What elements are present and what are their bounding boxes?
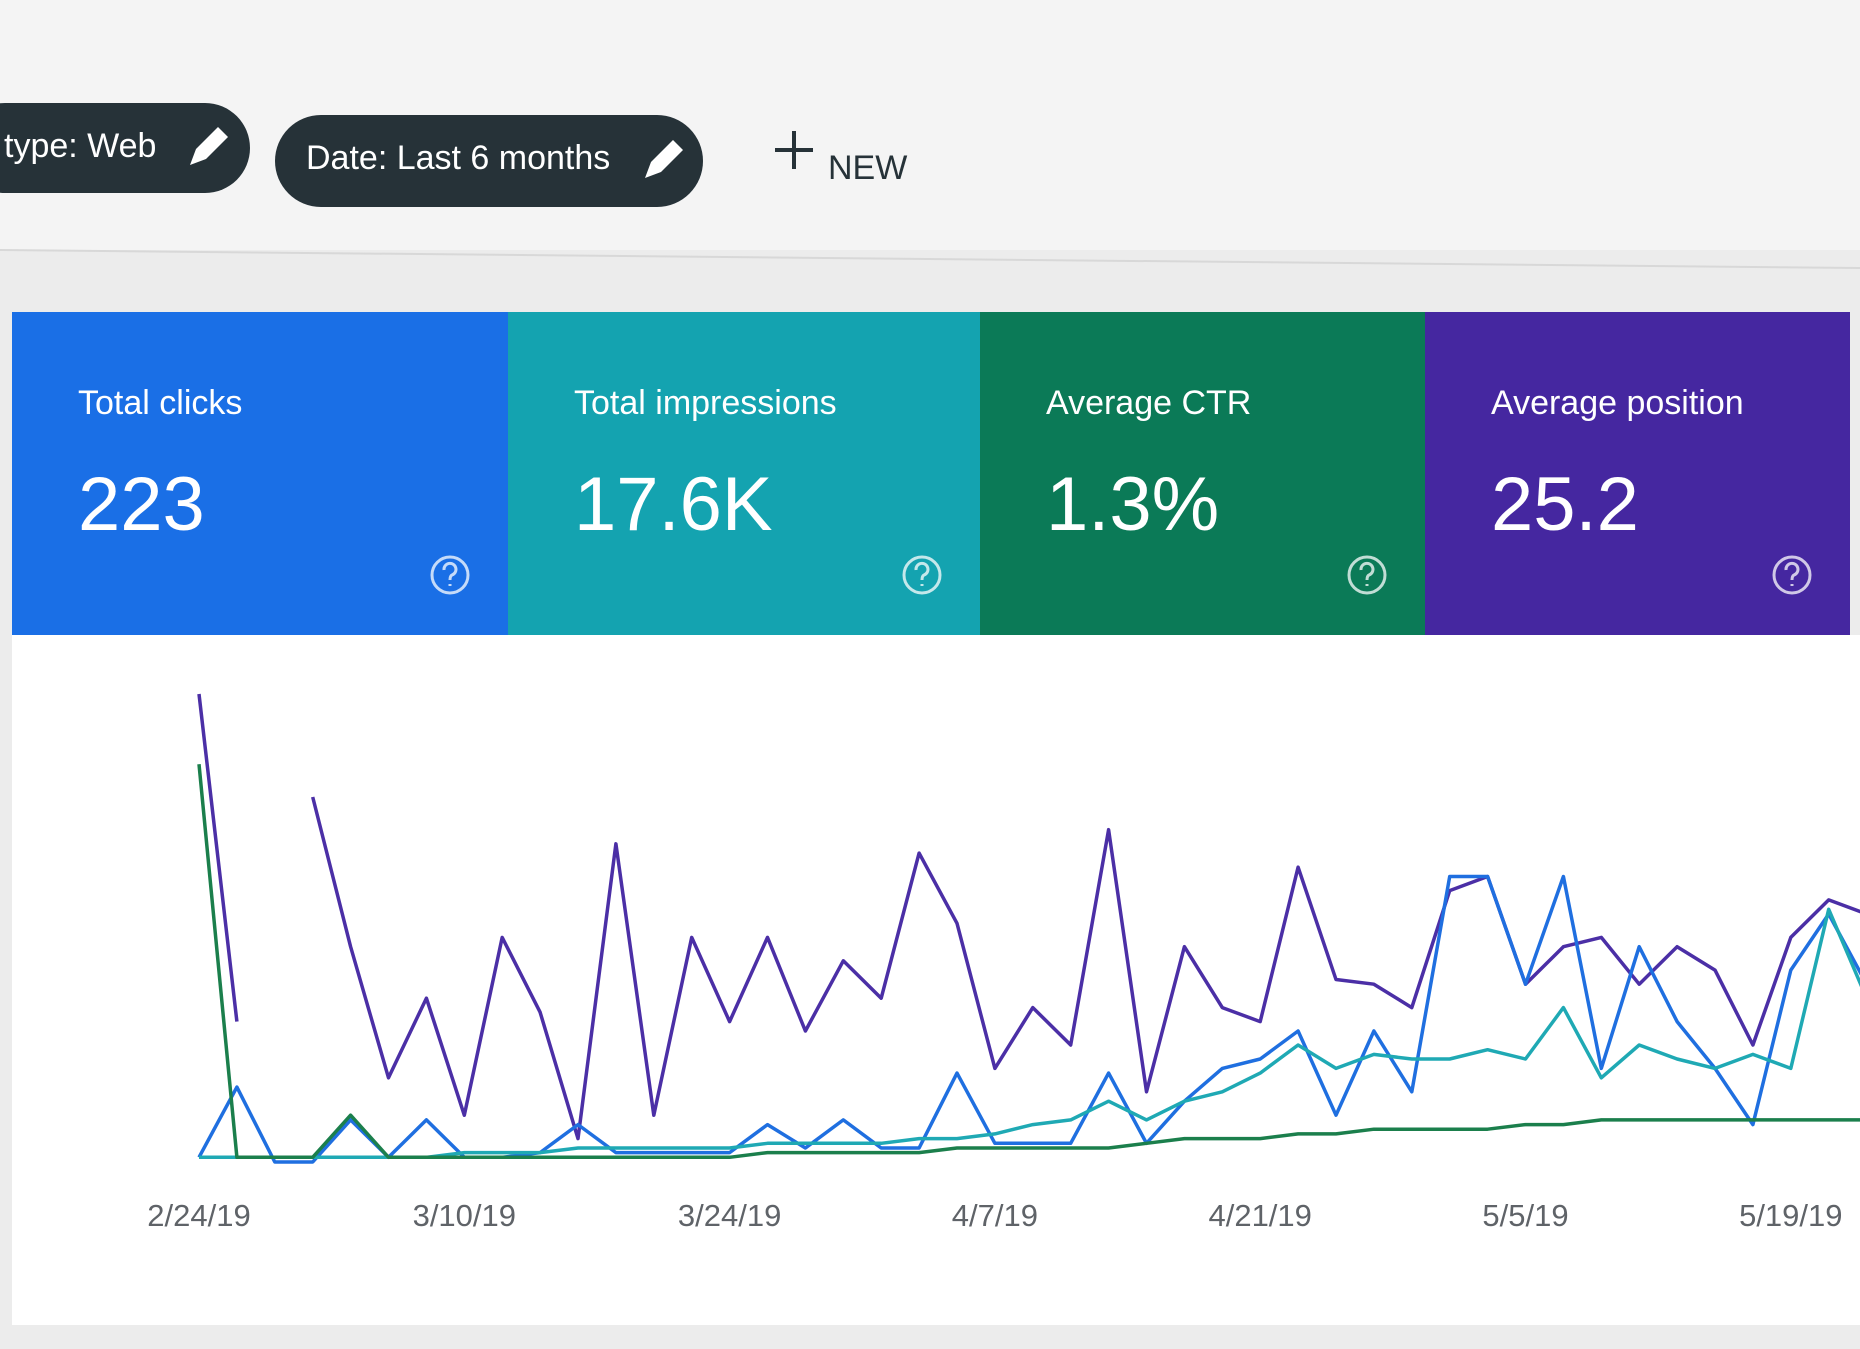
new-filter-button[interactable]: NEW — [775, 131, 907, 187]
metric-card[interactable]: Total impressions 17.6K — [508, 312, 980, 635]
x-tick-label: 3/10/19 — [413, 1198, 516, 1233]
chart-panel — [12, 635, 1860, 1325]
filter-chip[interactable]: Date: Last 6 months — [275, 115, 703, 207]
chart: 2/24/19 3/10/19 3/24/19 4/7/19 4/21/19 5/5/19… — [147, 693, 1860, 1233]
filter-chip[interactable]: type: Web — [0, 103, 250, 193]
x-tick-label: 4/21/19 — [1208, 1198, 1311, 1233]
chip-bg — [0, 103, 250, 193]
metric-label: Average CTR — [1046, 384, 1251, 422]
help-icon[interactable] — [1772, 555, 1812, 595]
help-icon[interactable] — [1347, 555, 1387, 595]
help-icon[interactable] — [902, 555, 942, 595]
series-line — [197, 764, 1860, 1160]
new-label: NEW — [828, 149, 907, 187]
x-tick-label: 5/19/19 — [1739, 1198, 1842, 1233]
metric-value: 17.6K — [574, 462, 773, 547]
x-tick-label: 5/5/19 — [1482, 1198, 1568, 1233]
metric-value: 223 — [78, 462, 205, 547]
series-line — [199, 907, 1860, 1160]
series-line — [197, 693, 1860, 1141]
card-bg — [508, 312, 980, 635]
x-tick-label: 4/7/19 — [952, 1198, 1038, 1233]
metric-value: 1.3% — [1046, 462, 1219, 547]
x-tick-label: 3/24/19 — [678, 1198, 781, 1233]
toolbar — [0, 0, 1860, 250]
metric-value: 25.2 — [1491, 462, 1639, 547]
plus-icon — [775, 131, 813, 169]
card-bg — [1425, 312, 1850, 635]
help-glyph — [914, 561, 930, 586]
edit-icon — [645, 140, 683, 178]
help-glyph — [442, 561, 458, 586]
divider — [0, 249, 1860, 269]
x-tick-label: 2/24/19 — [147, 1198, 250, 1233]
metric-card[interactable]: Average CTR 1.3% — [980, 312, 1425, 635]
card-bg — [12, 312, 508, 635]
metric-label: Total clicks — [78, 384, 242, 422]
metric-cards: Total clicks 223 Total impressions 17.6K Ave… — [12, 312, 1850, 635]
metric-label: Total impressions — [574, 384, 837, 422]
help-icon[interactable] — [430, 555, 470, 595]
help-glyph — [1359, 561, 1375, 586]
chip-label: Date: Last 6 months — [306, 139, 610, 177]
metric-card[interactable]: Average position 25.2 — [1425, 312, 1850, 635]
metric-card[interactable]: Total clicks 223 — [12, 312, 508, 635]
metric-label: Average position — [1491, 384, 1744, 422]
chip-bg — [275, 115, 703, 207]
help-glyph — [1784, 561, 1800, 586]
edit-icon — [190, 127, 228, 165]
chip-label: type: Web — [4, 127, 156, 165]
